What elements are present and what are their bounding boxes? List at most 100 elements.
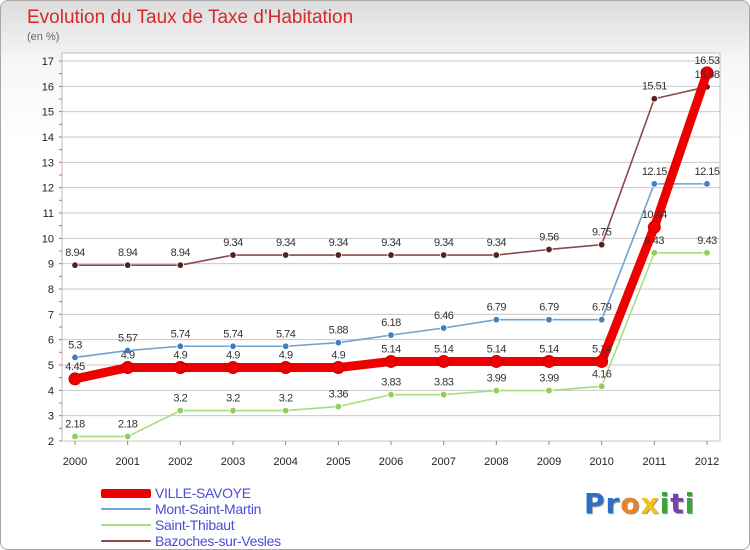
data-label: 16.53 [694,55,719,67]
chart-legend: VILLE-SAVOYE Mont-Saint-Martin Saint-Thi… [101,485,281,549]
data-point [387,331,395,339]
data-point [176,261,185,269]
data-point [281,342,290,350]
data-point [650,95,659,103]
data-label: 3.2 [279,393,293,405]
legend-item-saint-thibaut: Saint-Thibaut [101,517,281,533]
logo-letter: x [640,487,660,520]
data-label: 4.9 [173,350,187,362]
data-label: 2.18 [65,418,85,430]
data-point [123,432,132,441]
data-label: 6.79 [539,302,559,314]
data-label: 5.14 [592,343,612,355]
data-label: 9.34 [276,237,296,249]
data-point [387,390,395,399]
data-label: 3.83 [434,377,454,389]
data-label: 3.2 [226,393,240,405]
data-label: 8.94 [118,247,138,259]
data-point [173,361,187,375]
x-tick-label: 2006 [379,456,403,468]
data-point [703,249,711,257]
data-point [545,245,553,254]
data-label: 6.79 [487,302,507,314]
data-label: 5.14 [487,343,507,355]
data-point [226,361,240,375]
data-label: 9.34 [223,237,243,249]
data-point [387,251,395,259]
data-point [176,406,185,415]
x-tick-label: 2005 [326,456,350,468]
chart-title: Evolution du Taux de Taxe d'Habitation [27,7,354,28]
data-point [542,354,556,368]
x-tick-label: 2007 [431,456,455,468]
data-point [334,251,343,259]
y-tick-label: 16 [42,81,54,93]
data-point [703,180,711,188]
data-point [334,339,343,347]
data-label: 3.99 [539,373,559,385]
data-label: 3.83 [381,377,401,389]
data-label: 6.79 [592,302,612,314]
x-tick-label: 2009 [537,456,561,468]
data-point [492,315,501,324]
data-point [650,249,659,257]
data-point [121,361,135,375]
data-label: 12.15 [642,166,667,178]
data-point [597,240,606,249]
logo-letter: i [684,487,696,520]
data-point [545,386,553,395]
data-label: 15.51 [642,81,667,93]
data-label: 9.34 [381,237,401,249]
legend-label: Mont-Saint-Martin [155,501,262,517]
data-label: 9.43 [697,235,717,247]
data-label: 6.18 [381,317,401,329]
y-tick-label: 9 [48,259,54,271]
data-point [176,342,185,350]
data-label: 5.74 [276,328,296,340]
data-label: 3.36 [329,389,349,401]
data-label: 5.57 [118,333,138,345]
data-point [439,390,448,399]
data-point [229,251,237,259]
data-point [492,386,501,395]
data-point [71,261,79,269]
data-point [334,402,343,411]
y-tick-label: 11 [43,208,54,220]
data-point [489,354,503,368]
data-point [384,354,398,368]
data-label: 2.18 [118,418,138,430]
y-tick-label: 10 [42,233,54,245]
data-point [229,406,237,415]
data-point [68,372,82,386]
x-tick-label: 2002 [168,456,192,468]
data-label: 5.88 [329,325,349,337]
data-point [281,406,290,415]
data-point [71,353,79,362]
y-tick-label: 6 [48,335,54,347]
x-tick-label: 2001 [115,456,139,468]
legend-swatch [101,524,151,526]
data-point [700,66,714,80]
data-point [123,261,132,269]
data-label: 8.94 [65,247,85,259]
data-point [597,382,606,390]
x-tick-label: 2003 [221,456,245,468]
legend-label: Bazoches-sur-Vesles [155,533,281,549]
data-label: 4.9 [331,350,345,362]
data-point [595,354,609,368]
y-tick-label: 4 [48,385,54,397]
data-point [437,354,451,368]
data-point [647,220,661,234]
logo-letter: i [659,487,671,520]
data-label: 5.3 [68,339,82,351]
legend-label: Saint-Thibaut [155,517,235,533]
x-tick-label: 2004 [273,456,297,468]
data-point [229,342,237,350]
logo-letter: r [605,487,621,520]
data-label: 10.44 [642,209,667,221]
data-point [597,315,606,324]
data-label: 3.99 [487,373,507,385]
data-label: 4.9 [121,350,135,362]
logo-letter: o [620,487,641,520]
